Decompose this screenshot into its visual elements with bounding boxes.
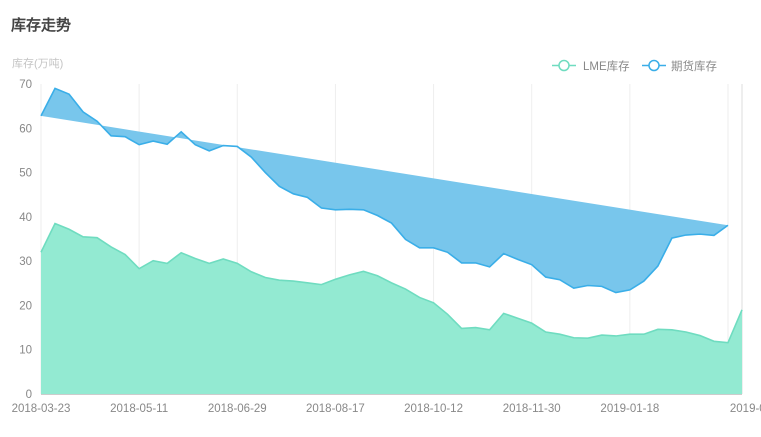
x-tick-label: 2018-08-17: [306, 403, 365, 415]
chart-title: 库存走势: [11, 17, 72, 34]
x-tick-label: 2019-01-18: [600, 403, 659, 415]
legend-marker-icon: [558, 59, 570, 72]
legend[interactable]: LME库存 期货库存: [552, 59, 717, 73]
y-tick-label: 0: [26, 389, 32, 401]
x-tick-label: 2018-03-23: [12, 403, 71, 415]
line-futures: [40, 87, 729, 294]
legend-label: 期货库存: [671, 59, 717, 73]
y-tick-label: 60: [19, 123, 32, 135]
y-tick-label: 50: [19, 168, 32, 180]
x-tick-label: 2018-11-30: [503, 403, 561, 415]
area-lme-fill: [41, 223, 742, 394]
legend-item[interactable]: 期货库存: [642, 59, 717, 73]
area-layer: [40, 87, 743, 394]
x-tick-label: 2018-05-11: [110, 403, 168, 415]
y-tick-label: 70: [19, 79, 32, 91]
legend-item[interactable]: LME库存: [552, 59, 630, 73]
x-tick-label: 2018-06-29: [208, 403, 267, 415]
area-futures-fill: [41, 88, 728, 293]
legend-marker-icon: [648, 59, 660, 72]
line-lme: [40, 222, 743, 344]
y-axis-label: 库存(万吨): [12, 56, 63, 70]
y-tick-label: 40: [19, 212, 32, 224]
x-tick-label: 2019-03: [730, 403, 761, 415]
x-tick-label: 2018-10-12: [404, 403, 463, 415]
axis-layer: 0 10 20 30 40 50 60 70 2018-03-23 2018-05-11 2018-…: [12, 79, 761, 415]
y-tick-label: 20: [19, 300, 32, 312]
legend-label: LME库存: [583, 59, 630, 73]
y-tick-label: 30: [19, 256, 32, 268]
y-tick-label: 10: [19, 345, 32, 357]
